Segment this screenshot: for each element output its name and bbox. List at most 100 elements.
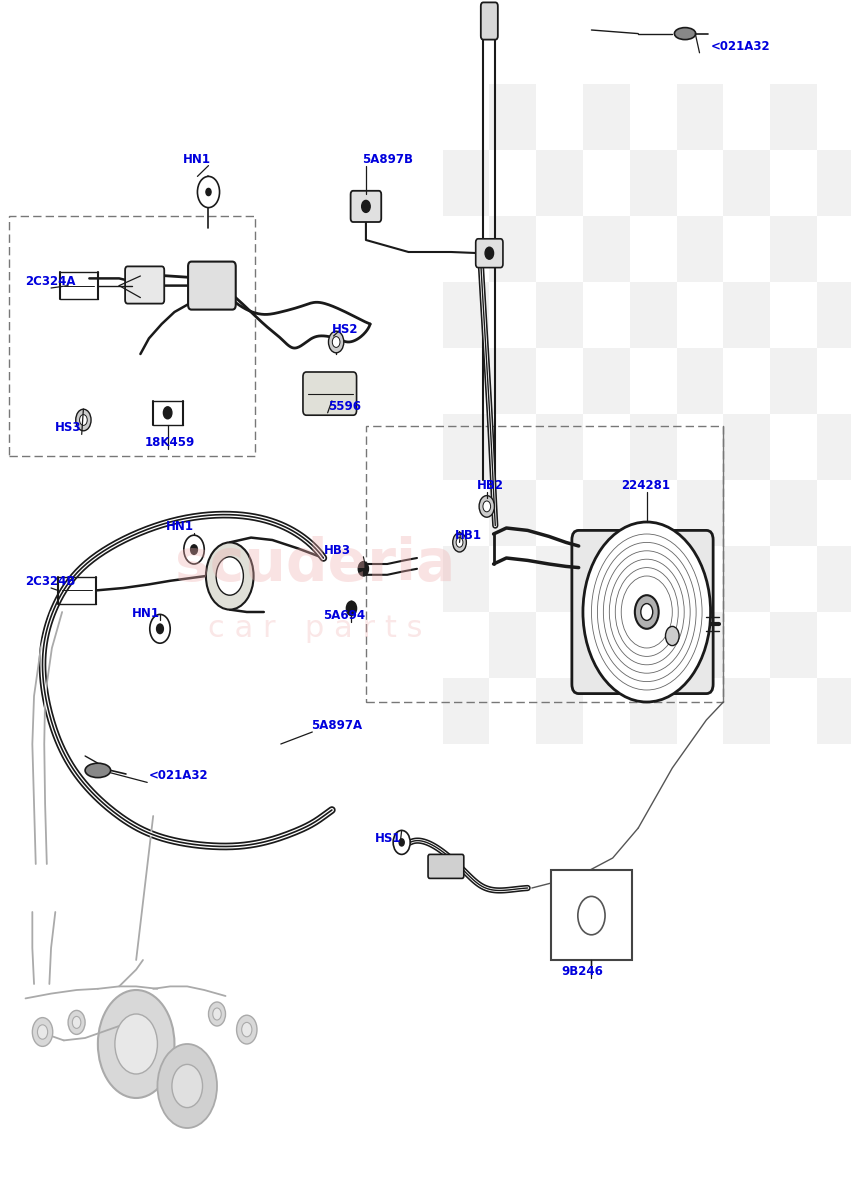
Bar — [536, 678, 583, 744]
Circle shape — [115, 1014, 157, 1074]
Circle shape — [163, 407, 172, 419]
Bar — [677, 216, 723, 282]
Bar — [723, 546, 770, 612]
Circle shape — [157, 624, 163, 634]
Bar — [366, 426, 723, 702]
FancyBboxPatch shape — [125, 266, 164, 304]
Circle shape — [191, 545, 197, 554]
Text: <021A32: <021A32 — [711, 40, 770, 53]
Circle shape — [635, 595, 659, 629]
Circle shape — [583, 522, 711, 702]
Circle shape — [150, 614, 170, 643]
Circle shape — [216, 557, 243, 595]
Circle shape — [346, 601, 357, 616]
Text: 224281: 224281 — [621, 479, 671, 492]
Bar — [723, 150, 770, 216]
Bar — [443, 414, 489, 480]
Bar — [443, 282, 489, 348]
Bar — [770, 612, 817, 678]
Circle shape — [213, 1008, 221, 1020]
Text: HN1: HN1 — [166, 520, 194, 533]
Bar — [817, 546, 851, 612]
Bar — [817, 282, 851, 348]
Text: c a r   p a r t s: c a r p a r t s — [208, 614, 422, 643]
Circle shape — [578, 896, 605, 935]
Circle shape — [206, 542, 254, 610]
Bar — [583, 216, 630, 282]
Bar — [677, 612, 723, 678]
Circle shape — [76, 409, 91, 431]
Bar — [630, 282, 677, 348]
Circle shape — [362, 200, 370, 212]
Bar — [489, 612, 536, 678]
Bar — [9, 216, 255, 456]
Bar — [583, 84, 630, 150]
Bar — [443, 150, 489, 216]
Bar — [630, 150, 677, 216]
Circle shape — [479, 496, 494, 517]
FancyBboxPatch shape — [572, 530, 713, 694]
Circle shape — [453, 533, 466, 552]
Ellipse shape — [674, 28, 696, 40]
Bar — [817, 678, 851, 744]
Circle shape — [208, 1002, 226, 1026]
Bar — [536, 282, 583, 348]
Circle shape — [483, 502, 490, 511]
Bar — [770, 216, 817, 282]
Circle shape — [641, 604, 653, 620]
FancyBboxPatch shape — [351, 191, 381, 222]
Circle shape — [328, 331, 344, 353]
Bar — [536, 546, 583, 612]
Bar — [583, 480, 630, 546]
Circle shape — [399, 839, 404, 846]
Circle shape — [197, 176, 220, 208]
Circle shape — [172, 1064, 203, 1108]
Circle shape — [206, 188, 211, 196]
Bar — [677, 480, 723, 546]
Text: HS3: HS3 — [55, 421, 82, 434]
Circle shape — [68, 1010, 85, 1034]
Circle shape — [665, 626, 679, 646]
Bar — [677, 84, 723, 150]
Bar — [583, 612, 630, 678]
Circle shape — [456, 538, 463, 547]
Circle shape — [393, 830, 410, 854]
FancyBboxPatch shape — [188, 262, 236, 310]
Circle shape — [37, 1025, 48, 1039]
Text: 2C324A: 2C324A — [26, 275, 76, 288]
Bar — [677, 348, 723, 414]
Bar — [551, 870, 632, 960]
Ellipse shape — [85, 763, 111, 778]
Bar — [443, 678, 489, 744]
Bar — [630, 678, 677, 744]
Circle shape — [80, 415, 87, 425]
Text: HS2: HS2 — [332, 323, 358, 336]
Circle shape — [32, 1018, 53, 1046]
FancyBboxPatch shape — [428, 854, 464, 878]
Bar — [817, 414, 851, 480]
Circle shape — [98, 990, 174, 1098]
FancyBboxPatch shape — [303, 372, 357, 415]
Bar — [723, 414, 770, 480]
Bar — [536, 414, 583, 480]
Circle shape — [184, 535, 204, 564]
Text: 5A897B: 5A897B — [362, 152, 413, 166]
Circle shape — [72, 1016, 81, 1028]
FancyBboxPatch shape — [476, 239, 503, 268]
Bar — [489, 84, 536, 150]
Bar — [443, 546, 489, 612]
Text: 5A897A: 5A897A — [311, 719, 362, 732]
Bar — [723, 282, 770, 348]
Text: 9B246: 9B246 — [562, 965, 603, 978]
Text: 5A694: 5A694 — [323, 608, 366, 622]
Text: HN1: HN1 — [183, 152, 211, 166]
Text: 5596: 5596 — [328, 400, 361, 413]
Text: HB1: HB1 — [455, 529, 483, 542]
Text: 18K459: 18K459 — [145, 436, 195, 449]
Bar — [723, 678, 770, 744]
Circle shape — [332, 336, 340, 348]
Bar — [489, 480, 536, 546]
FancyBboxPatch shape — [481, 2, 498, 40]
Circle shape — [358, 562, 368, 576]
Bar — [770, 348, 817, 414]
